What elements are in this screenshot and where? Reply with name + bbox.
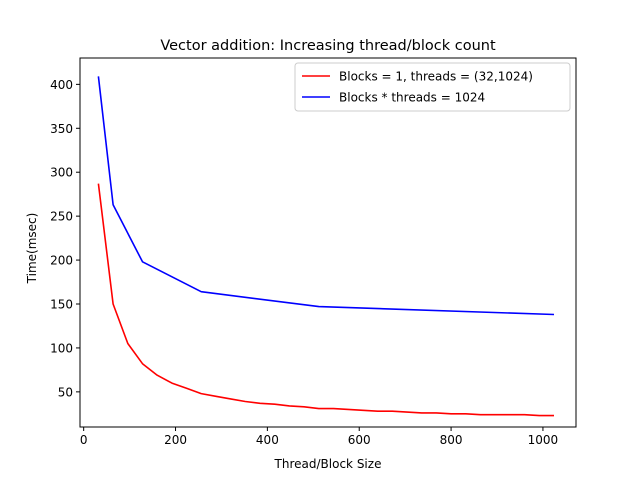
y-tick-label: 350 <box>50 122 73 136</box>
x-tick-label: 200 <box>164 433 187 447</box>
series-line-2 <box>97 76 555 316</box>
series-lines <box>97 76 555 417</box>
legend-label-1: Blocks = 1, threads = (32,1024) <box>339 70 533 84</box>
x-tick-label: 400 <box>256 433 279 447</box>
y-tick-label: 150 <box>50 298 73 312</box>
y-tick-label: 100 <box>50 341 73 355</box>
x-tick-label: 800 <box>440 433 463 447</box>
y-tick-label: 400 <box>50 78 73 92</box>
legend-box <box>294 62 571 112</box>
legend: Blocks = 1, threads = (32,1024) Blocks *… <box>294 62 571 112</box>
y-axis-label: Time(msec) <box>25 213 39 285</box>
axis-ticks: 0 200 400 600 800 1000 50 100 150 200 250 300 350 400 <box>50 78 558 447</box>
x-tick-label: 1000 <box>528 433 559 447</box>
y-tick-label: 300 <box>50 166 73 180</box>
legend-label-2: Blocks * threads = 1024 <box>339 91 485 105</box>
y-tick-label: 50 <box>58 385 73 399</box>
series-line-1 <box>97 183 554 417</box>
y-tick-label: 200 <box>50 254 73 268</box>
plot-frame <box>79 57 577 428</box>
x-axis-label: Thread/Block Size <box>274 457 382 471</box>
y-tick-label: 250 <box>50 210 73 224</box>
x-tick-label: 0 <box>80 433 88 447</box>
x-tick-label: 600 <box>348 433 371 447</box>
chart-title: Vector addition: Increasing thread/block… <box>160 38 496 54</box>
